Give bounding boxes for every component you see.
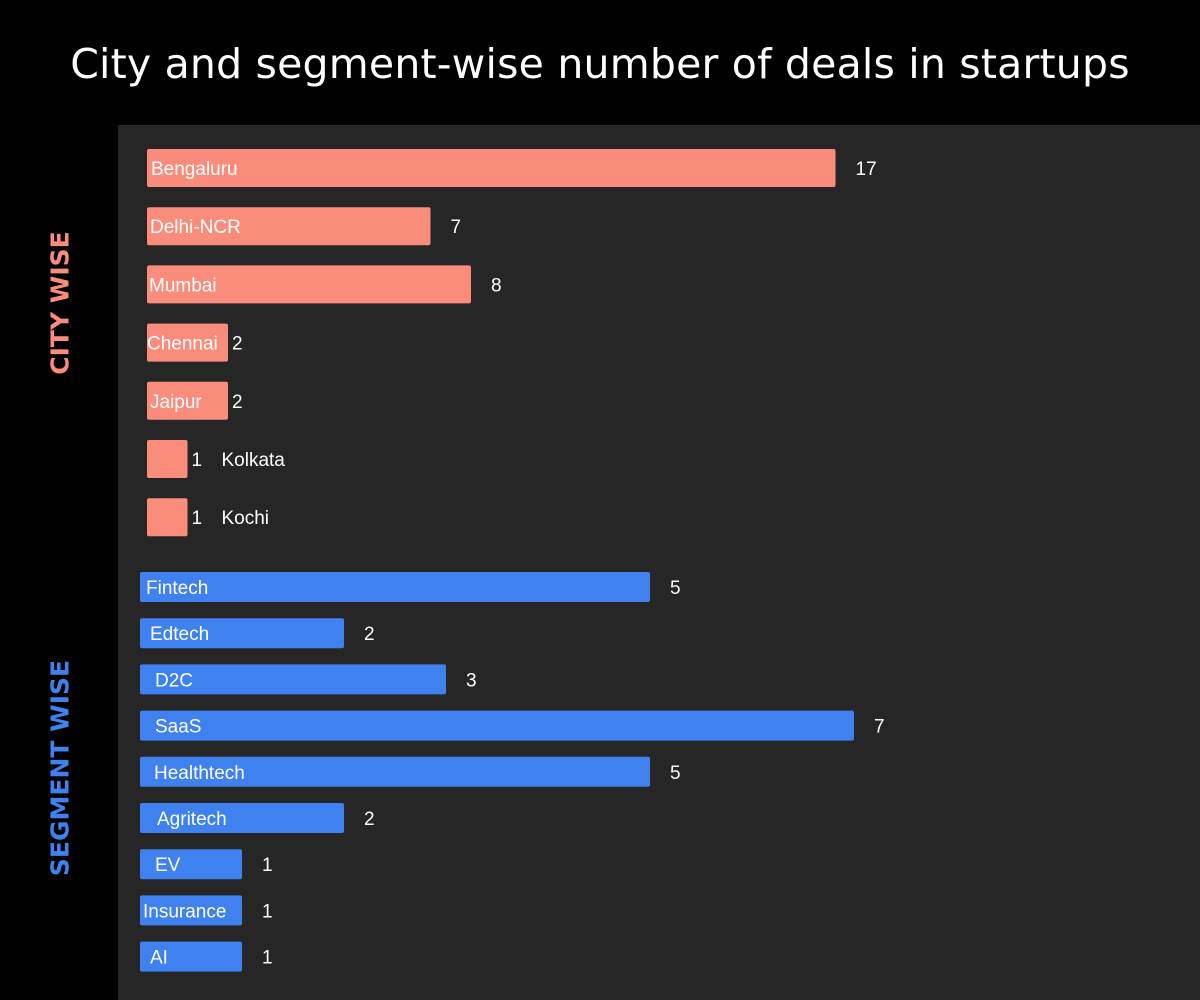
city-bar-kochi	[147, 498, 188, 537]
segment-value-fintech: 5	[670, 578, 681, 599]
city-bar-bengaluru	[147, 149, 836, 187]
segment-value-ai: 1	[262, 948, 273, 969]
segment-label-d2c: D2C	[155, 670, 193, 691]
segment-bar-ev	[140, 849, 242, 880]
segment-label-fintech: Fintech	[146, 578, 208, 599]
segment-bar-d2c	[140, 664, 446, 695]
city-label-delhi-ncr: Delhi-NCR	[150, 217, 241, 238]
city-value-jaipur: 2	[232, 392, 243, 413]
city-value-chennai: 2	[232, 334, 243, 355]
city-value-kolkata: 1	[192, 450, 203, 471]
city-bar-jaipur	[147, 381, 228, 420]
city-value-delhi-ncr: 7	[451, 217, 462, 238]
segment-label-agritech: Agritech	[157, 809, 227, 830]
segment-bar-healthtech	[140, 756, 650, 787]
segment-label-insurance: Insurance	[143, 901, 226, 922]
segment-bar-insurance	[140, 895, 242, 926]
segment-label-edtech: Edtech	[150, 624, 209, 645]
segment-label-healthtech: Healthtech	[154, 763, 245, 784]
segment-value-edtech: 2	[364, 624, 375, 645]
city-label-mumbai: Mumbai	[149, 275, 217, 296]
city-label-jaipur: Jaipur	[150, 392, 202, 413]
city-label-bengaluru: Bengaluru	[151, 159, 238, 180]
segment-bar-agritech	[140, 803, 344, 833]
city-bar-delhi-ncr	[147, 207, 431, 246]
segment-bar-edtech	[140, 618, 344, 649]
segment-label-ai: AI	[150, 948, 168, 969]
segment-label-ev: EV	[155, 855, 181, 876]
chart-title: City and segment-wise number of deals in…	[70, 40, 1130, 88]
city-value-bengaluru: 17	[856, 159, 877, 180]
city-value-mumbai: 8	[491, 275, 502, 296]
segment-label-saas: SaaS	[155, 717, 201, 738]
segment-bar-saas	[140, 710, 854, 741]
city-bar-chennai	[147, 323, 228, 362]
city-bar-mumbai	[147, 265, 471, 304]
segment-value-insurance: 1	[262, 901, 273, 922]
city-bar-kolkata	[147, 440, 188, 478]
segment-value-healthtech: 5	[670, 763, 681, 784]
segment-value-agritech: 2	[364, 809, 375, 830]
segment-value-saas: 7	[874, 717, 885, 738]
city-label-kochi: Kochi	[222, 508, 270, 529]
city-label-kolkata: Kolkata	[222, 450, 286, 471]
city-value-kochi: 1	[192, 508, 203, 529]
segment-bar-ai	[140, 941, 242, 972]
city-label-chennai: Chennai	[147, 334, 218, 355]
segment-value-d2c: 3	[466, 670, 477, 691]
segment-value-ev: 1	[262, 855, 273, 876]
segment-bar-fintech	[140, 572, 650, 602]
